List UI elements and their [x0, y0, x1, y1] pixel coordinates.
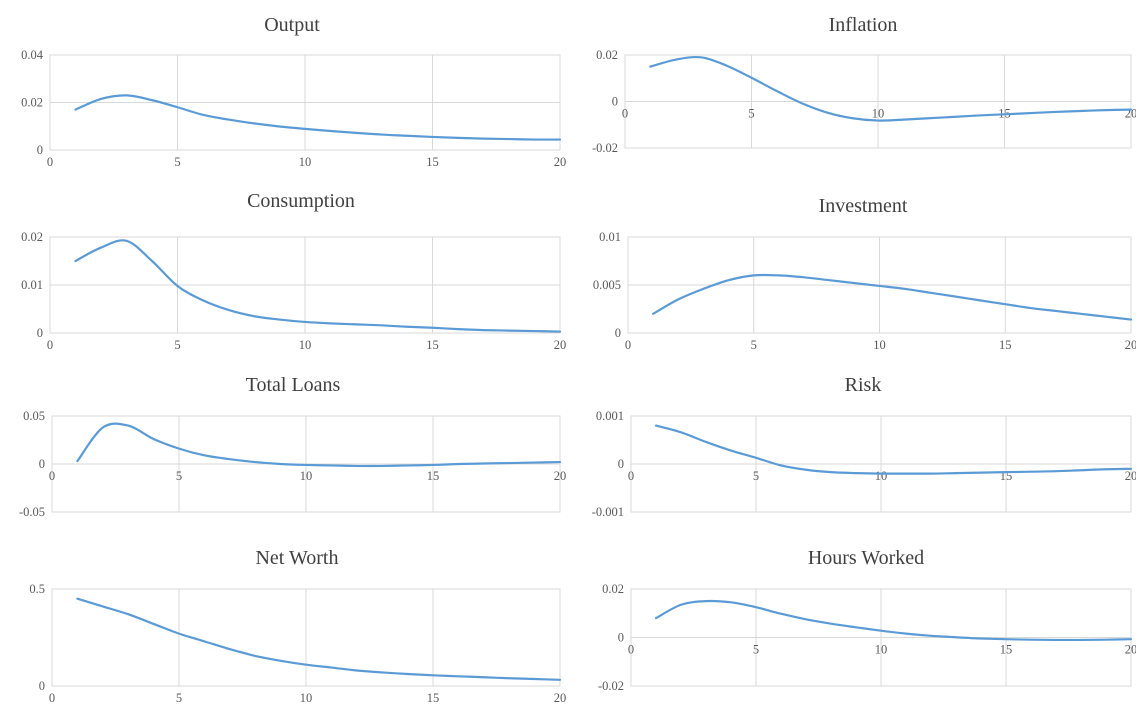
consumption-series-line — [74, 239, 562, 333]
inflation-series-line — [649, 55, 1133, 122]
total-loans-ytick-label: 0.05 — [23, 409, 45, 423]
inflation-xtick-label: 5 — [748, 107, 754, 121]
net-worth-ytick-label: 0 — [39, 679, 45, 693]
consumption-title: Consumption — [247, 190, 355, 212]
investment-chart: Investment 0 0.005 0.01 0 5 10 15 20 — [593, 195, 1136, 352]
total-loans-xtick-label: 15 — [427, 469, 440, 483]
output-xtick-label: 0 — [47, 155, 53, 169]
investment-xtick-label: 15 — [999, 338, 1012, 352]
hours-worked-xtick-label: 0 — [628, 643, 634, 657]
consumption-xtick-label: 15 — [426, 338, 439, 352]
consumption-xtick-label: 10 — [299, 338, 312, 352]
investment-xtick-label: 10 — [873, 338, 886, 352]
investment-ytick-label: 0 — [615, 326, 621, 340]
output-series-line — [74, 94, 562, 141]
risk-ytick-label: -0.001 — [592, 505, 624, 519]
investment-xtick-label: 0 — [625, 338, 631, 352]
total-loans-chart: Total Loans -0.05 0 0.05 0 5 10 15 20 — [19, 374, 566, 519]
inflation-xtick-label: 20 — [1125, 107, 1136, 121]
hours-worked-xtick-label: 10 — [875, 643, 888, 657]
net-worth-chart: Net Worth 0 0.5 0 5 10 15 20 — [29, 547, 566, 705]
risk-xtick-label: 5 — [753, 469, 759, 483]
inflation-xtick-label: 0 — [622, 107, 628, 121]
total-loans-series-line — [76, 422, 562, 468]
hours-worked-xtick-label: 15 — [1000, 643, 1013, 657]
output-xtick-label: 10 — [299, 155, 312, 169]
net-worth-xtick-label: 0 — [49, 691, 55, 705]
total-loans-xtick-label: 20 — [554, 469, 567, 483]
hours-worked-ytick-label: 0.02 — [602, 582, 624, 596]
total-loans-xtick-label: 10 — [300, 469, 313, 483]
investment-ytick-label: 0.01 — [599, 230, 621, 244]
total-loans-ytick-label: -0.05 — [19, 505, 45, 519]
risk-xtick-label: 20 — [1125, 469, 1136, 483]
net-worth-xtick-label: 10 — [300, 691, 313, 705]
consumption-ytick-label: 0 — [37, 326, 43, 340]
net-worth-title: Net Worth — [255, 547, 338, 569]
hours-worked-xtick-label: 20 — [1125, 643, 1136, 657]
output-ytick-label: 0.04 — [21, 48, 44, 62]
hours-worked-ytick-label: -0.02 — [598, 679, 624, 693]
consumption-xtick-label: 5 — [174, 338, 180, 352]
output-chart: Output 0 0.02 0.04 0 5 10 15 20 — [21, 14, 566, 169]
investment-xtick-label: 20 — [1125, 338, 1136, 352]
net-worth-xtick-label: 15 — [427, 691, 440, 705]
inflation-title: Inflation — [829, 14, 898, 36]
total-loans-xtick-label: 0 — [49, 469, 55, 483]
net-worth-series-line — [76, 597, 562, 681]
hours-worked-ytick-label: 0 — [618, 631, 624, 645]
inflation-ytick-label: 0.02 — [596, 48, 618, 62]
risk-series-line — [654, 424, 1133, 475]
total-loans-xtick-label: 5 — [176, 469, 182, 483]
inflation-ytick-label: -0.02 — [592, 141, 618, 155]
output-xtick-label: 5 — [174, 155, 180, 169]
total-loans-title: Total Loans — [246, 374, 341, 396]
hours-worked-series-line — [654, 599, 1133, 642]
consumption-ytick-label: 0.01 — [21, 278, 43, 292]
consumption-ytick-label: 0.02 — [21, 230, 43, 244]
investment-title: Investment — [819, 195, 908, 217]
net-worth-xtick-label: 20 — [554, 691, 567, 705]
net-worth-xtick-label: 5 — [176, 691, 182, 705]
output-title: Output — [264, 14, 320, 36]
investment-xtick-label: 5 — [751, 338, 757, 352]
inflation-ytick-label: 0 — [612, 95, 618, 109]
output-ytick-label: 0 — [37, 143, 43, 157]
consumption-chart: Consumption 0 0.01 0.02 0 5 10 15 20 — [21, 190, 566, 352]
investment-ytick-label: 0.005 — [593, 278, 621, 292]
consumption-xtick-label: 0 — [47, 338, 53, 352]
hours-worked-title: Hours Worked — [808, 547, 924, 569]
risk-xtick-label: 0 — [628, 469, 634, 483]
consumption-xtick-label: 20 — [554, 338, 567, 352]
net-worth-ytick-label: 0.5 — [29, 582, 45, 596]
risk-xtick-label: 10 — [875, 469, 888, 483]
output-ytick-label: 0.02 — [21, 96, 43, 110]
hours-worked-xtick-label: 5 — [753, 643, 759, 657]
risk-ytick-label: 0 — [618, 457, 624, 471]
risk-ytick-label: 0.001 — [596, 409, 624, 423]
inflation-xtick-label: 10 — [872, 107, 885, 121]
total-loans-ytick-label: 0 — [39, 457, 45, 471]
output-xtick-label: 15 — [426, 155, 439, 169]
hours-worked-chart: Hours Worked -0.02 0 0.02 0 5 10 15 20 — [598, 547, 1136, 693]
output-xtick-label: 20 — [554, 155, 567, 169]
investment-series-line — [652, 273, 1133, 321]
risk-title: Risk — [845, 374, 882, 396]
